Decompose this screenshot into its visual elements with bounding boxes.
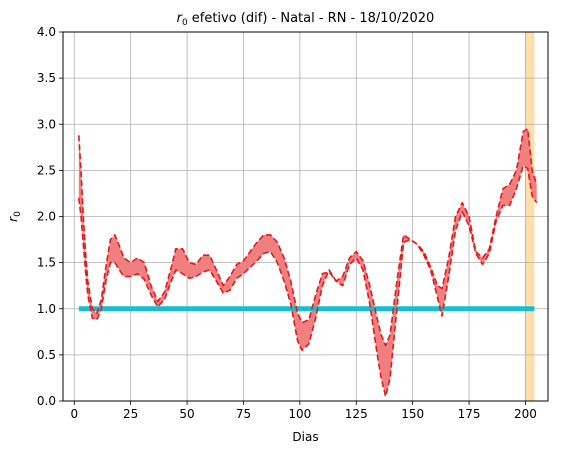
y-tick-label: 0.0 [37, 394, 56, 408]
y-axis-label: r0 [6, 211, 23, 222]
y-tick-label: 3.5 [37, 71, 56, 85]
confidence-band [78, 128, 537, 397]
title-subscript: 0 [182, 18, 188, 28]
x-tick-label: 25 [123, 407, 138, 421]
x-tick-label: 200 [514, 407, 537, 421]
y-tick-label: 0.5 [37, 348, 56, 362]
y-label-subscript: 0 [13, 211, 23, 217]
y-tick-label: 3.0 [37, 117, 56, 131]
title-main: efetivo (dif) - Natal - RN - 18/10/2020 [192, 11, 435, 26]
y-tick-label: 4.0 [37, 25, 56, 39]
title-symbol: r [177, 11, 184, 26]
series-line-lower [78, 165, 538, 398]
y-tick-label: 1.5 [37, 256, 56, 270]
y-tick-label: 2.5 [37, 163, 56, 177]
x-axis-label: Dias [292, 430, 318, 444]
x-tick-label: 150 [401, 407, 424, 421]
x-tick-label: 175 [458, 407, 481, 421]
y-label-symbol: r [6, 216, 20, 222]
x-tick-label: 0 [70, 407, 78, 421]
line-layer [78, 128, 538, 398]
x-tick-label: 100 [288, 407, 311, 421]
chart-title: r0 efetivo (dif) - Natal - RN - 18/10/202… [177, 11, 435, 28]
series-line-upper [78, 128, 538, 347]
tick-layer: 0 25 50 75 100 125 150 175 200 0.0 0.5 1.0 1.5 2.0 2.5… [37, 25, 537, 421]
x-tick-label: 50 [179, 407, 194, 421]
y-tick-label: 2.0 [37, 210, 56, 224]
x-tick-label: 75 [236, 407, 251, 421]
y-tick-label: 1.0 [37, 302, 56, 316]
x-tick-label: 125 [345, 407, 368, 421]
band-layer [78, 128, 537, 397]
